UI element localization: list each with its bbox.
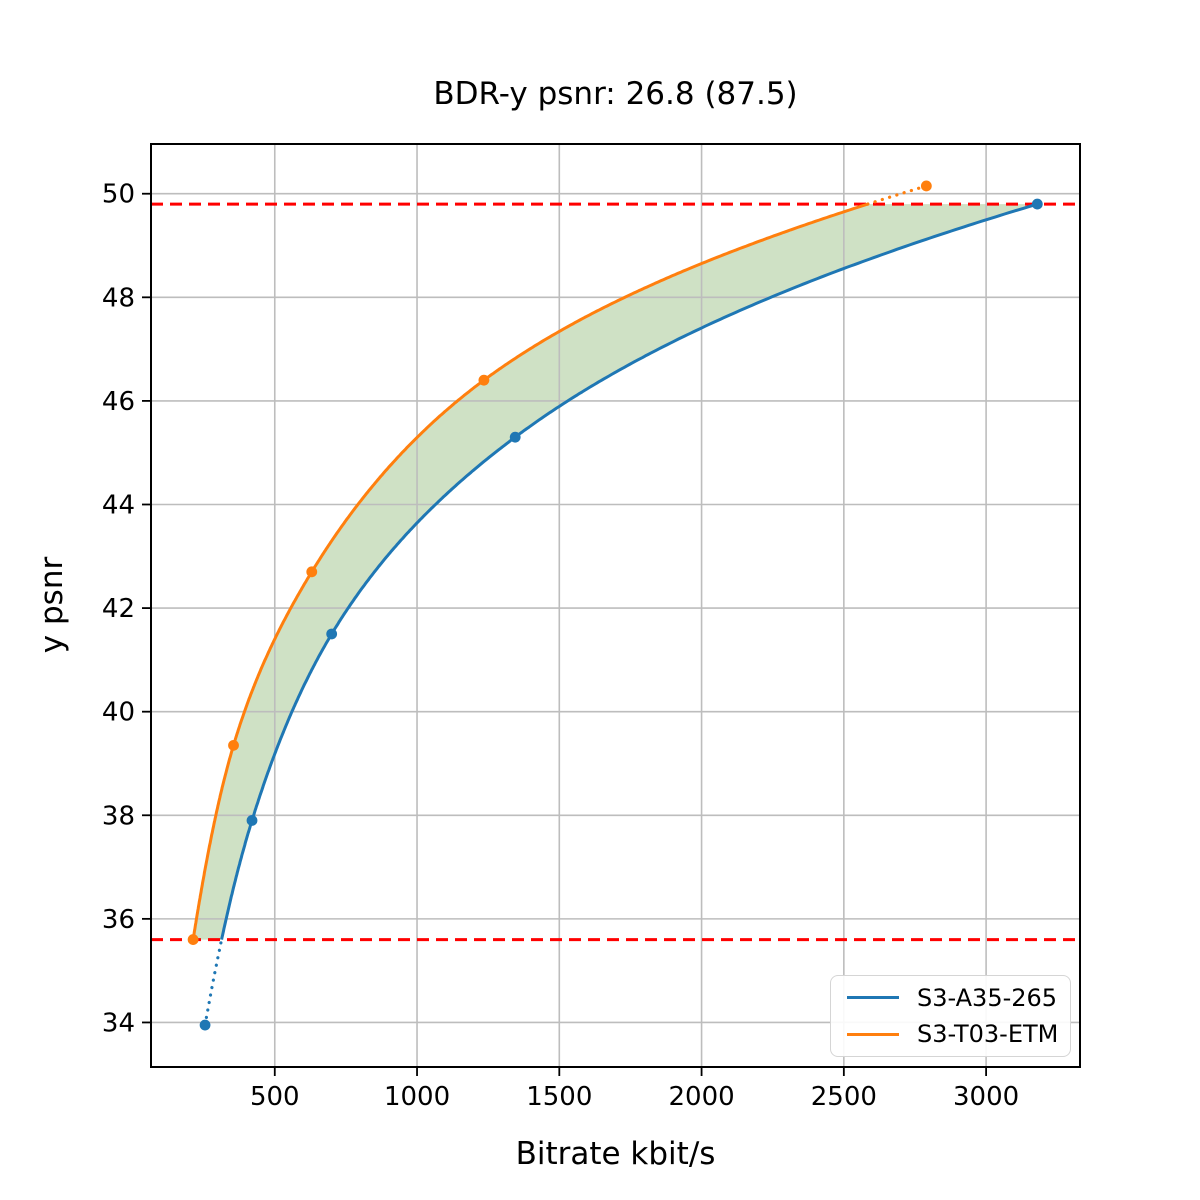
legend-line-swatch-orange xyxy=(847,1032,899,1036)
bd-overlap-fill xyxy=(193,204,1038,940)
y-tick-label: 34 xyxy=(102,1008,135,1038)
data-point-s3-a35-265 xyxy=(326,628,338,640)
y-tick-label: 40 xyxy=(102,698,135,728)
x-tick-label: 1000 xyxy=(384,1082,450,1112)
data-point-s3-t03-etm xyxy=(228,739,239,751)
data-point-s3-t03-etm xyxy=(187,934,199,945)
y-tick-label: 36 xyxy=(102,905,135,935)
data-point-s3-a35-265 xyxy=(199,1019,211,1031)
x-tick-label: 2000 xyxy=(668,1082,734,1112)
data-point-s3-a35-265 xyxy=(509,431,521,443)
x-axis-label: Bitrate kbit/s xyxy=(515,1136,716,1172)
legend-label: S3-A35-265 xyxy=(917,983,1058,1012)
x-tick-label: 500 xyxy=(250,1082,300,1112)
x-tick-label: 2500 xyxy=(811,1082,877,1112)
y-tick-label: 42 xyxy=(102,594,135,624)
chart-title: BDR-y psnr: 26.8 (87.5) xyxy=(433,76,798,112)
legend-label: S3-T03-ETM xyxy=(917,1020,1059,1048)
series-curve-s3-t03-etm xyxy=(191,202,869,940)
data-point-s3-a35-265 xyxy=(246,815,258,826)
series-dotted-segment-blue xyxy=(203,938,224,1027)
series-dotted-segment-orange xyxy=(866,184,928,206)
legend-item-s3-a35-265: S3-A35-265 xyxy=(847,983,1060,1012)
x-tick-label: 3000 xyxy=(953,1082,1019,1112)
data-point-s3-t03-etm xyxy=(306,566,318,578)
plot-border xyxy=(150,143,1081,1068)
y-tick-label: 46 xyxy=(102,387,135,417)
y-tick-label: 44 xyxy=(102,490,135,520)
legend-line-swatch-blue xyxy=(847,996,899,1000)
data-point-s3-t03-etm xyxy=(478,374,490,386)
data-point-s3-t03-etm xyxy=(920,180,932,192)
x-tick-label: 1500 xyxy=(526,1082,592,1112)
y-tick-label: 50 xyxy=(102,180,135,210)
y-tick-label: 38 xyxy=(102,801,135,831)
series-curve-s3-a35-265 xyxy=(220,202,1038,940)
legend: S3-A35-265 S3-T03-ETM xyxy=(830,975,1071,1057)
legend-item-s3-t03-etm: S3-T03-ETM xyxy=(847,1021,1060,1047)
y-axis-label: y psnr xyxy=(34,556,70,654)
data-point-s3-a35-265 xyxy=(1031,198,1043,210)
y-tick-label: 48 xyxy=(102,283,135,313)
